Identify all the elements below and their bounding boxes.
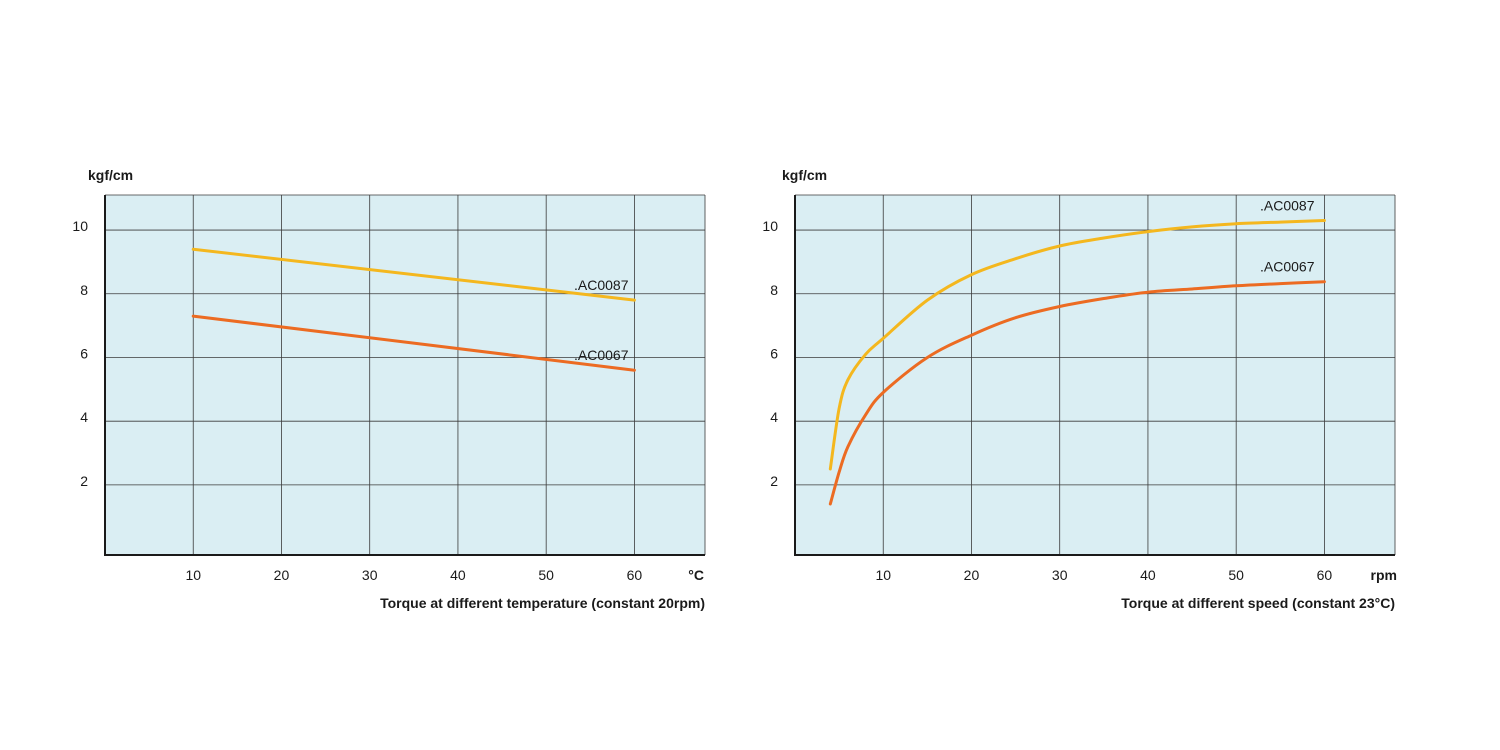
chart-temperature: 2 4 6 8 10 10 20 30 40 50 60 .AC0087 .AC0067 kgf/c… [72,167,706,611]
x-axis-unit: °C [688,567,704,583]
chart-caption: Torque at different speed (constant 23°C… [1121,595,1395,611]
x-tick-label: 20 [274,567,290,583]
y-tick-label: 2 [770,473,778,489]
series-labels: .AC0087 .AC0067 [1260,197,1315,274]
y-tick-label: 8 [80,282,88,298]
y-tick-labels: 2 4 6 8 10 [762,218,778,489]
grid [795,194,1396,555]
axes [794,195,1395,556]
x-tick-label: 50 [538,567,554,583]
x-tick-label: 40 [1140,567,1156,583]
series-line [828,280,1326,506]
x-tick-label: 40 [450,567,466,583]
series-lines [828,219,1326,506]
axes [104,195,705,556]
y-tick-label: 4 [80,409,88,425]
series-lines [191,247,636,372]
x-axis-unit: rpm [1371,567,1397,583]
y-axis-unit: kgf/cm [782,167,827,183]
y-tick-label: 6 [80,345,88,361]
chart-caption: Torque at different temperature (constan… [380,595,705,611]
series-line [191,247,636,302]
series-label: .AC0087 [1260,197,1315,213]
y-tick-label: 10 [762,218,778,234]
y-axis-unit: kgf/cm [88,167,133,183]
x-tick-label: 30 [362,567,378,583]
x-tick-labels: 10 20 30 40 50 60 [875,567,1332,583]
grid [105,194,706,555]
plot-area [105,195,705,555]
y-tick-label: 10 [72,218,88,234]
series-label: .AC0067 [1260,259,1315,275]
x-tick-label: 60 [627,567,643,583]
y-tick-label: 6 [770,345,778,361]
y-tick-label: 4 [770,409,778,425]
y-tick-label: 2 [80,473,88,489]
chart-speed: 2 4 6 8 10 10 20 30 40 50 60 .AC0087 .AC0067 kgf/c… [762,167,1397,611]
series-label: .AC0067 [574,347,629,363]
x-tick-label: 10 [185,567,201,583]
y-tick-label: 8 [770,282,778,298]
x-tick-label: 60 [1317,567,1333,583]
x-tick-label: 30 [1052,567,1068,583]
plot-area [795,195,1395,555]
x-tick-label: 20 [964,567,980,583]
series-labels: .AC0087 .AC0067 [574,277,629,363]
y-tick-labels: 2 4 6 8 10 [72,218,88,489]
series-line [828,219,1326,471]
x-tick-label: 50 [1228,567,1244,583]
series-line [191,314,636,372]
series-label: .AC0087 [574,277,629,293]
x-tick-labels: 10 20 30 40 50 60 [185,567,642,583]
x-tick-label: 10 [875,567,891,583]
